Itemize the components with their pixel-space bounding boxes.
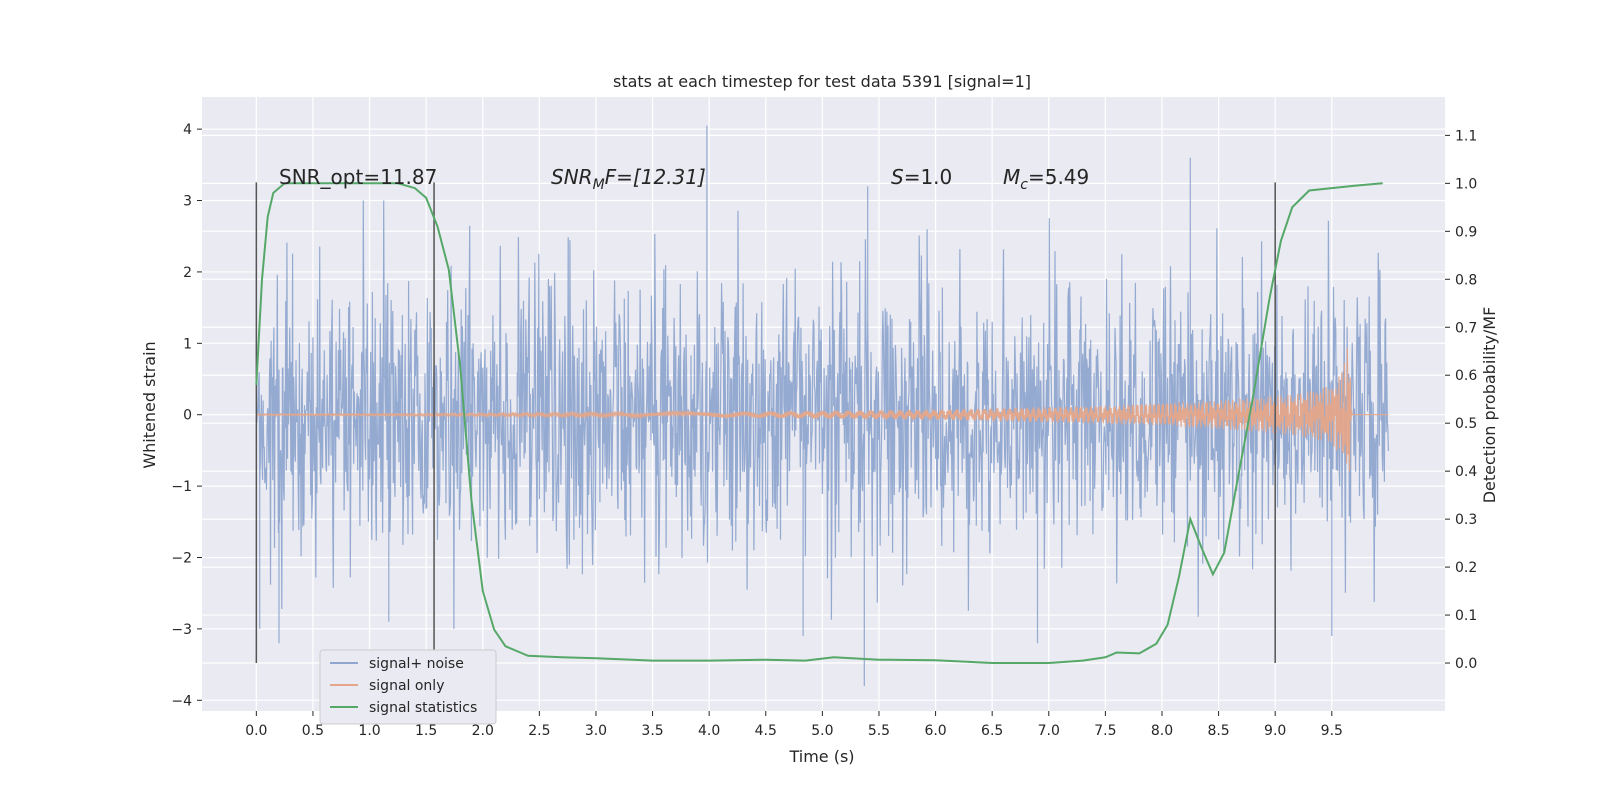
x-tick-label: 5.5 (868, 723, 890, 739)
legend: signal+ noise signal only signal statist… (319, 649, 497, 725)
x-tick-label: 7.0 (1038, 723, 1060, 739)
x-tick-label: 5.0 (811, 723, 833, 739)
x-tick-label: 6.0 (924, 723, 946, 739)
x-tick-label: 2.0 (472, 723, 494, 739)
annotation-mc: Mc=5.49 (1003, 165, 1089, 193)
y2-tick-label: 1.0 (1455, 176, 1477, 192)
y-tick-label: −1 (171, 479, 192, 495)
x-tick-label: 6.5 (981, 723, 1003, 739)
chart-title: stats at each timestep for test data 539… (613, 72, 1031, 91)
y-tick-label: 1 (183, 336, 192, 352)
annotation-snr-opt: SNR_opt=11.87 (279, 165, 437, 189)
x-tick-label: 0.0 (245, 723, 267, 739)
y2-tick-label: 0.8 (1455, 272, 1477, 288)
legend-label-signal-noise: signal+ noise (369, 656, 464, 672)
x-tick-label: 3.0 (585, 723, 607, 739)
y-axis-label: Whitened strain (140, 341, 159, 468)
legend-label-signal-only: signal only (369, 678, 444, 694)
x-tick-label: 0.5 (302, 723, 324, 739)
y-tick-label: 0 (183, 408, 192, 424)
annotation-s: S=1.0 (891, 165, 952, 189)
legend-label-signal-statistics: signal statistics (369, 700, 477, 716)
series-signal-statistics-line (255, 182, 1383, 664)
x-tick-label: 1.0 (358, 723, 380, 739)
y2-tick-label: 0.3 (1455, 512, 1477, 528)
y2-tick-label: 0.2 (1455, 560, 1477, 576)
series-signal-only-line (255, 348, 1389, 472)
y2-tick-label: 1.1 (1455, 128, 1477, 144)
y2-tick-label: 0.6 (1455, 368, 1477, 384)
x-tick-label: 8.5 (1207, 723, 1229, 739)
x-tick-label: 8.0 (1151, 723, 1173, 739)
x-tick-label: 9.5 (1321, 723, 1343, 739)
x-tick-label: 7.5 (1094, 723, 1116, 739)
y2-tick-label: 0.5 (1455, 416, 1477, 432)
y2-tick-label: 0.9 (1455, 224, 1477, 240)
x-tick-label: 4.5 (755, 723, 777, 739)
y-tick-label: 3 (183, 194, 192, 210)
series-signal-noise-line (255, 125, 1389, 686)
y-tick-label: 2 (183, 265, 192, 281)
x-tick-label: 4.0 (698, 723, 720, 739)
y-tick-label: −2 (171, 551, 192, 567)
x-tick-label: 2.5 (528, 723, 550, 739)
y-tick-label: −4 (171, 693, 192, 709)
annotation-snr-mf: SNRMF=[12.31] (551, 165, 706, 193)
x-tick-label: 1.5 (415, 723, 437, 739)
legend-box (319, 649, 497, 725)
y2-tick-label: 0.7 (1455, 320, 1477, 336)
y-tick-label: −3 (171, 622, 192, 638)
y2-tick-label: 0.1 (1455, 608, 1477, 624)
x-tick-label: 9.0 (1264, 723, 1286, 739)
x-axis-label: Time (s) (788, 747, 854, 766)
y-tick-label: 4 (183, 122, 192, 138)
y2-tick-label: 0.0 (1455, 656, 1477, 672)
x-tick-label: 3.5 (641, 723, 663, 739)
y2-axis-label: Detection probability/MF (1480, 307, 1499, 504)
y2-tick-label: 0.4 (1455, 464, 1477, 480)
